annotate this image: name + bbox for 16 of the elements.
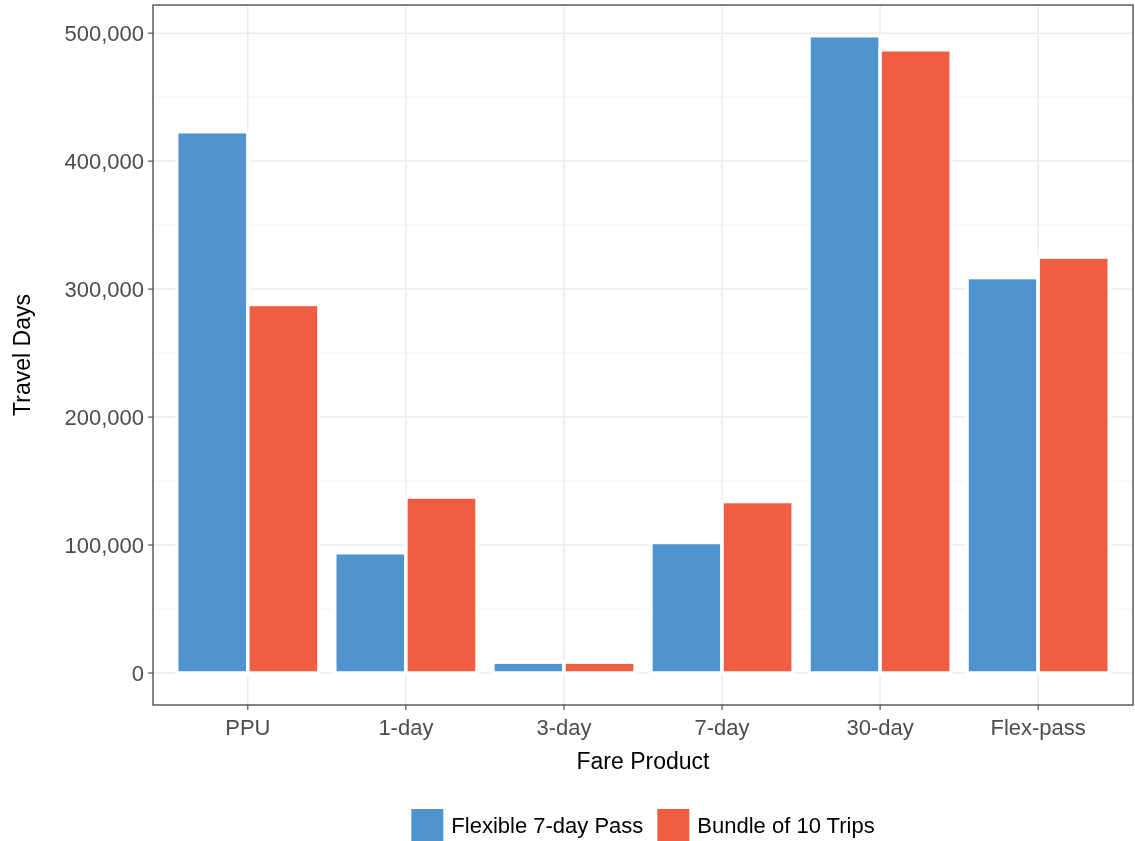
y-tick-label: 500,000 [64,20,144,46]
x-tick-label: PPU [225,715,271,740]
y-tick-label: 100,000 [64,532,144,558]
y-tick-label: 200,000 [64,404,144,430]
y-tick-label: 400,000 [64,148,144,174]
x-tick-label: 3-day [536,715,592,740]
x-tick-label: Flex-pass [990,715,1086,740]
x-tick-label: 7-day [694,715,750,740]
y-tick-label: 0 [131,660,144,686]
legend-label: Bundle of 10 Trips [697,812,875,838]
y-tick-label: 300,000 [64,276,144,302]
x-axis-title: Fare Product [576,748,711,774]
y-axis-title: Travel Days [9,294,35,416]
x-tick-label: 30-day [846,715,914,740]
legend-label: Flexible 7-day Pass [451,812,644,838]
x-tick-label: 1-day [378,715,434,740]
